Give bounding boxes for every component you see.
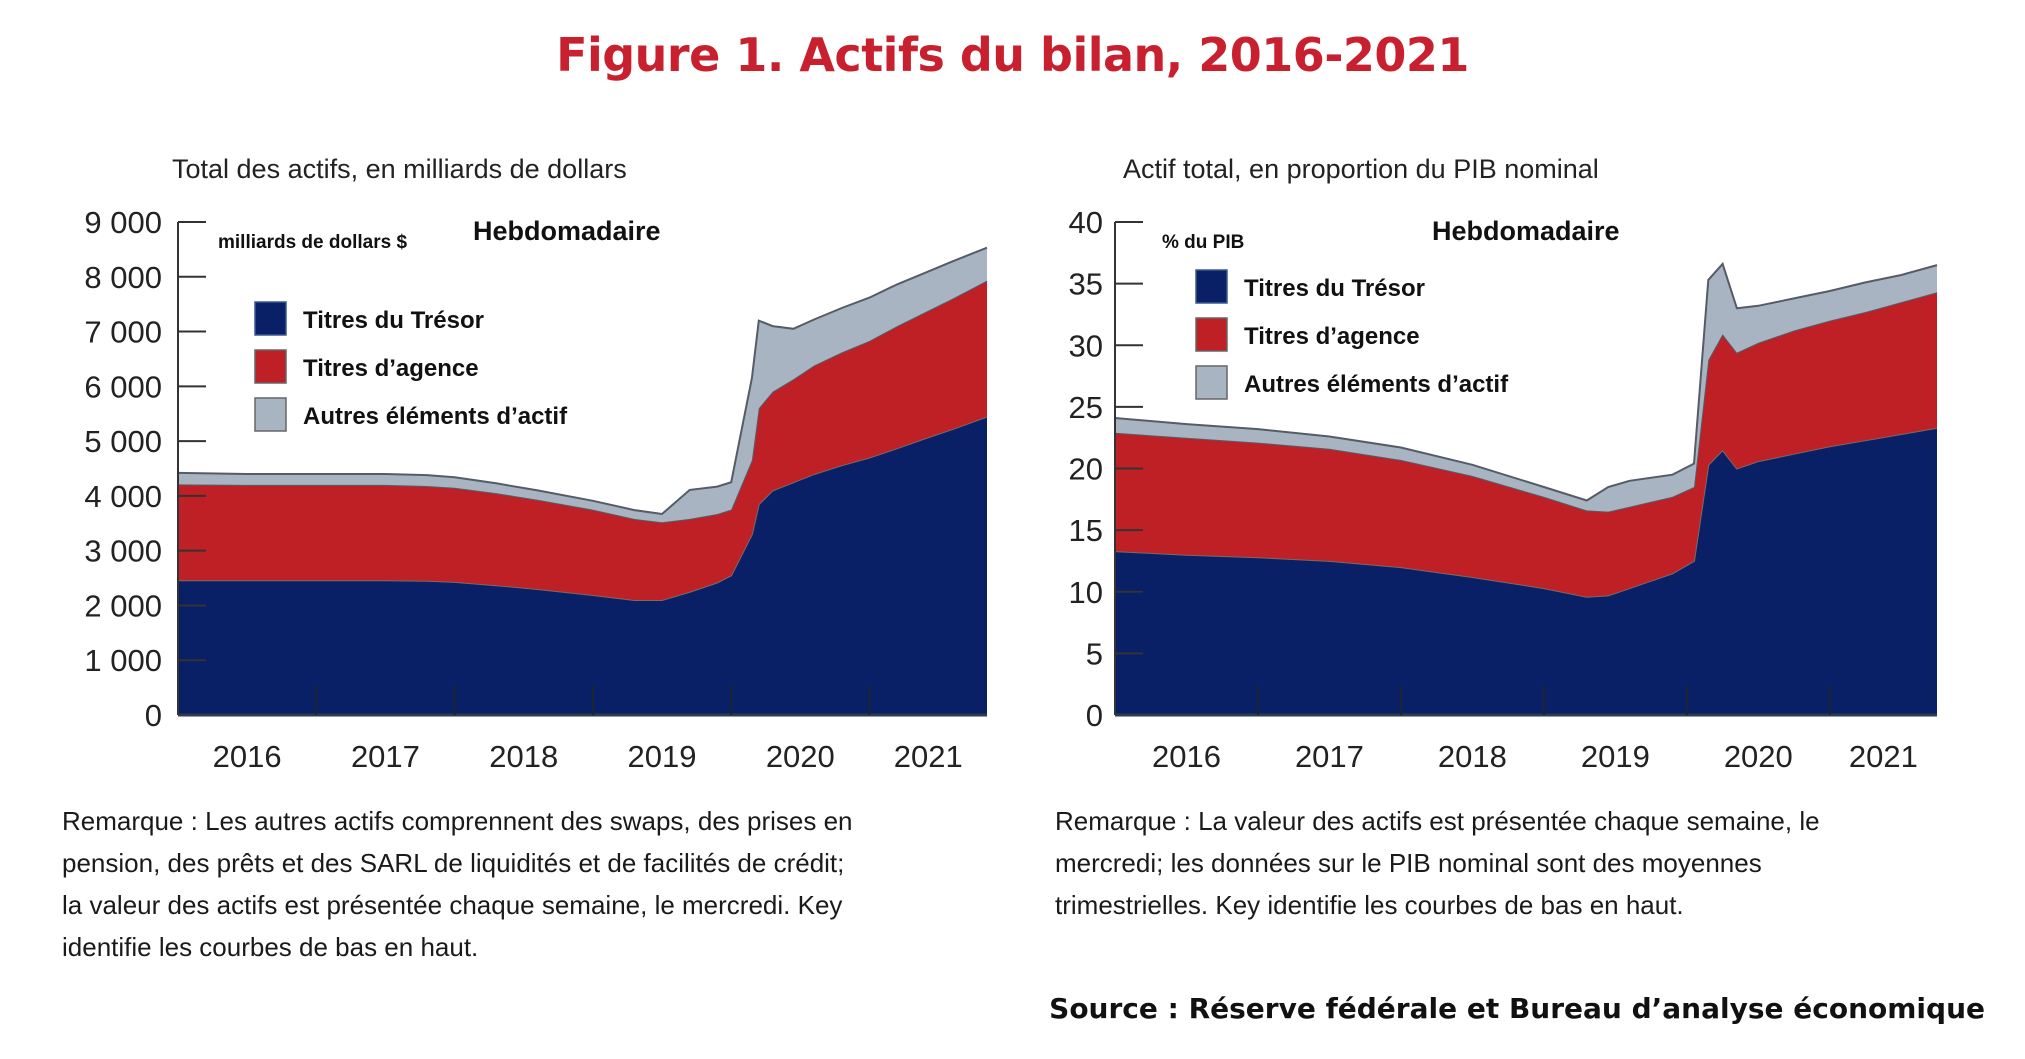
legend-swatch-3	[1195, 365, 1228, 400]
x-tick-label: 2016	[1152, 739, 1221, 774]
series-edge-line	[177, 246, 988, 516]
x-tick-label: 2016	[213, 739, 282, 774]
y-tick-label: 35	[1069, 267, 1103, 302]
y-tick-label: 40	[1069, 205, 1103, 240]
x-tick-label: 2020	[766, 739, 835, 774]
y-tick-label: 20	[1069, 452, 1103, 487]
unit-label: milliards de dollars $	[218, 232, 407, 253]
frequency-label: Hebdomadaire	[1432, 216, 1620, 246]
series-edge-line	[1114, 261, 1938, 502]
y-tick-label: 15	[1069, 513, 1103, 548]
y-tick-label: 7 000	[84, 315, 162, 350]
note-line: pension, des prêts et des SARL de liquid…	[62, 848, 845, 878]
y-tick-label: 4 000	[84, 479, 162, 514]
note-line: mercredi; les données sur le PIB nominal…	[1055, 848, 1762, 878]
legend-swatch-2	[1195, 317, 1228, 352]
x-tick-label: 2021	[894, 739, 963, 774]
y-tick-label: 10	[1069, 575, 1103, 610]
legend-swatch-3	[254, 397, 287, 432]
area-series-1	[178, 416, 987, 715]
y-tick-label: 5	[1086, 636, 1103, 671]
legend-label-3: Autres éléments d’actif	[1244, 371, 1509, 398]
y-tick-label: 8 000	[84, 260, 162, 295]
note-line: Remarque : Les autres actifs comprennent…	[62, 806, 853, 836]
x-tick-label: 2019	[1581, 739, 1650, 774]
x-tick-label: 2017	[351, 739, 420, 774]
y-tick-label: 9 000	[84, 205, 162, 240]
y-tick-label: 30	[1069, 328, 1103, 363]
legend-label-1: Titres du Trésor	[1244, 275, 1425, 302]
legend-label-2: Titres d’agence	[303, 355, 479, 382]
left-chart: 0 1 000 2 000 3 000 4 000 5 000 6 000 7 000 8 00…	[84, 205, 988, 774]
left-chart-note: Remarque : Les autres actifs comprennent…	[62, 800, 853, 968]
y-tick-label: 25	[1069, 390, 1103, 425]
area-series-3	[1115, 263, 1937, 512]
legend-swatch-1	[1195, 269, 1228, 304]
right-chart: 0 5 10 15 20 25 30 35 40 2016 2017 2018 2019 2020 2021…	[1069, 205, 1938, 774]
y-tick-label: 5 000	[84, 424, 162, 459]
y-tick-label: 1 000	[84, 643, 162, 678]
y-tick-label: 0	[1086, 698, 1103, 733]
note-line: trimestrielles. Key identifie les courbe…	[1055, 890, 1684, 920]
area-series-2	[178, 280, 987, 600]
right-chart-subtitle: Actif total, en proportion du PIB nomina…	[1123, 154, 1599, 184]
x-tick-label: 2018	[1438, 739, 1507, 774]
area-series-2	[1115, 292, 1937, 597]
y-tick-label: 0	[145, 698, 162, 733]
note-line: Remarque : La valeur des actifs est prés…	[1055, 806, 1820, 836]
legend-label-2: Titres d’agence	[1244, 323, 1420, 350]
left-chart-subtitle: Total des actifs, en milliards de dollar…	[172, 154, 627, 184]
note-line: la valeur des actifs est présentée chaqu…	[62, 890, 843, 920]
area-series-1	[1115, 427, 1937, 715]
x-tick-label: 2017	[1295, 739, 1364, 774]
x-tick-label: 2020	[1724, 739, 1793, 774]
frequency-label: Hebdomadaire	[473, 216, 661, 246]
x-tick-label: 2019	[628, 739, 697, 774]
x-tick-label: 2021	[1849, 739, 1918, 774]
x-tick-label: 2018	[489, 739, 558, 774]
legend-swatch-1	[254, 301, 287, 336]
y-tick-label: 3 000	[84, 534, 162, 569]
y-tick-label: 6 000	[84, 369, 162, 404]
legend-swatch-2	[254, 349, 287, 384]
note-line: identifie les courbes de bas en haut.	[62, 932, 479, 962]
figure-title: Figure 1. Actifs du bilan, 2016-2021	[556, 28, 1469, 82]
legend-label-1: Titres du Trésor	[303, 307, 484, 334]
legend-label-3: Autres éléments d’actif	[303, 403, 568, 430]
unit-label: % du PIB	[1162, 232, 1244, 253]
source-credit: Source : Réserve fédérale et Bureau d’an…	[1049, 992, 1985, 1025]
right-chart-note: Remarque : La valeur des actifs est prés…	[1055, 800, 1820, 926]
y-tick-label: 2 000	[84, 588, 162, 623]
